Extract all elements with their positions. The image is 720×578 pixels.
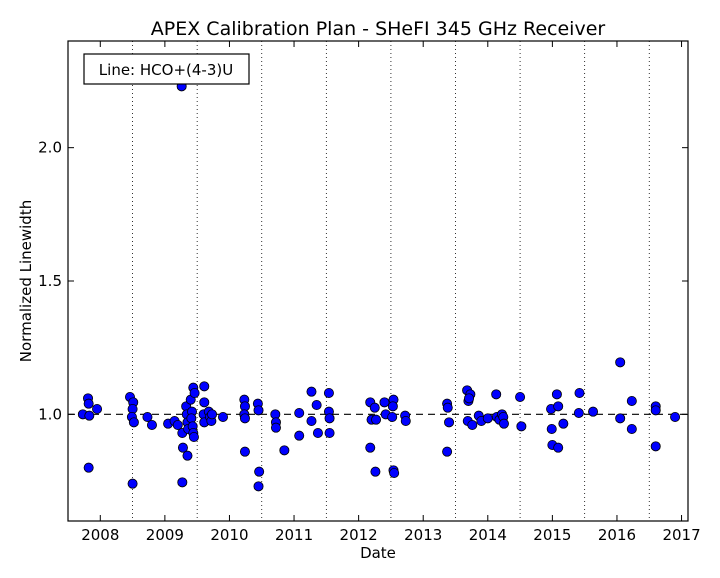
data-point xyxy=(294,430,305,441)
data-point xyxy=(650,441,661,452)
data-point xyxy=(199,381,210,392)
data-point xyxy=(400,415,411,426)
data-point xyxy=(626,395,637,406)
data-point xyxy=(467,419,478,430)
data-point xyxy=(371,414,382,425)
x-axis-ticks: 2008 2009 2010 2011 2012 2013 2014 2015 2016 2017 xyxy=(81,41,701,544)
y-tick-label: 2.0 xyxy=(38,139,62,157)
annotation-box: Line: HCO+(4-3)U xyxy=(83,53,250,85)
data-point xyxy=(626,423,637,434)
data-point xyxy=(270,422,281,433)
data-point xyxy=(553,442,564,453)
data-points xyxy=(77,81,681,492)
data-point xyxy=(442,402,453,413)
data-point xyxy=(553,401,564,412)
data-point xyxy=(128,417,139,428)
data-point xyxy=(516,421,527,432)
x-tick-label: 2016 xyxy=(598,526,636,544)
data-point xyxy=(670,411,681,422)
data-point xyxy=(199,397,210,408)
data-point xyxy=(177,477,188,488)
data-point xyxy=(239,413,250,424)
x-tick-label: 2014 xyxy=(469,526,507,544)
y-tick-label: 1.5 xyxy=(38,272,62,290)
data-point xyxy=(498,418,509,429)
data-point xyxy=(387,411,398,422)
data-point xyxy=(146,419,157,430)
data-point xyxy=(389,467,400,478)
data-point xyxy=(92,403,103,414)
data-point xyxy=(464,393,475,404)
data-point xyxy=(588,406,599,417)
data-point xyxy=(306,386,317,397)
x-tick-label: 2011 xyxy=(275,526,313,544)
data-point xyxy=(615,413,626,424)
data-point xyxy=(254,466,265,477)
x-tick-label: 2009 xyxy=(146,526,184,544)
data-point xyxy=(573,407,584,418)
y-axis-label: Normalized Linewidth xyxy=(17,200,35,362)
data-point xyxy=(279,445,290,456)
data-point xyxy=(574,387,585,398)
data-point xyxy=(444,417,455,428)
data-point xyxy=(306,415,317,426)
data-point xyxy=(615,357,626,368)
y-tick-label: 1.0 xyxy=(38,405,62,423)
x-tick-label: 2012 xyxy=(340,526,378,544)
x-tick-label: 2017 xyxy=(662,526,700,544)
data-point xyxy=(142,411,153,422)
data-point xyxy=(83,462,94,473)
data-point xyxy=(365,442,376,453)
data-point xyxy=(311,399,322,410)
y-axis-ticks: 1.0 1.5 2.0 xyxy=(38,139,688,423)
data-point xyxy=(442,446,453,457)
data-point xyxy=(239,446,250,457)
data-point xyxy=(127,478,138,489)
data-point xyxy=(189,387,200,398)
data-point xyxy=(84,410,95,421)
data-point xyxy=(294,407,305,418)
data-point xyxy=(379,397,390,408)
chart-title: APEX Calibration Plan - SHeFI 345 GHz Re… xyxy=(151,18,606,40)
data-point xyxy=(324,413,335,424)
data-point xyxy=(253,481,264,492)
data-point xyxy=(207,409,218,420)
data-point xyxy=(387,401,398,412)
data-point xyxy=(370,466,381,477)
data-point xyxy=(323,387,334,398)
data-point xyxy=(312,427,323,438)
data-point xyxy=(172,419,183,430)
data-point xyxy=(546,423,557,434)
data-point xyxy=(324,427,335,438)
x-tick-label: 2015 xyxy=(533,526,571,544)
data-point xyxy=(650,405,661,416)
data-point xyxy=(217,411,228,422)
data-point xyxy=(177,442,188,453)
data-point xyxy=(558,418,569,429)
data-point xyxy=(83,398,94,409)
data-point xyxy=(182,450,193,461)
annotation-text: Line: HCO+(4-3)U xyxy=(99,61,233,79)
annotation-frame xyxy=(83,53,250,85)
x-axis-label: Date xyxy=(360,544,396,562)
x-tick-label: 2013 xyxy=(404,526,442,544)
data-point xyxy=(515,391,526,402)
x-tick-label: 2010 xyxy=(210,526,248,544)
data-point xyxy=(551,389,562,400)
x-tick-label: 2008 xyxy=(81,526,119,544)
vertical-gridlines xyxy=(132,41,650,521)
data-point xyxy=(491,389,502,400)
data-point xyxy=(482,413,493,424)
data-point xyxy=(369,402,380,413)
data-point xyxy=(188,431,199,442)
data-point xyxy=(253,405,264,416)
